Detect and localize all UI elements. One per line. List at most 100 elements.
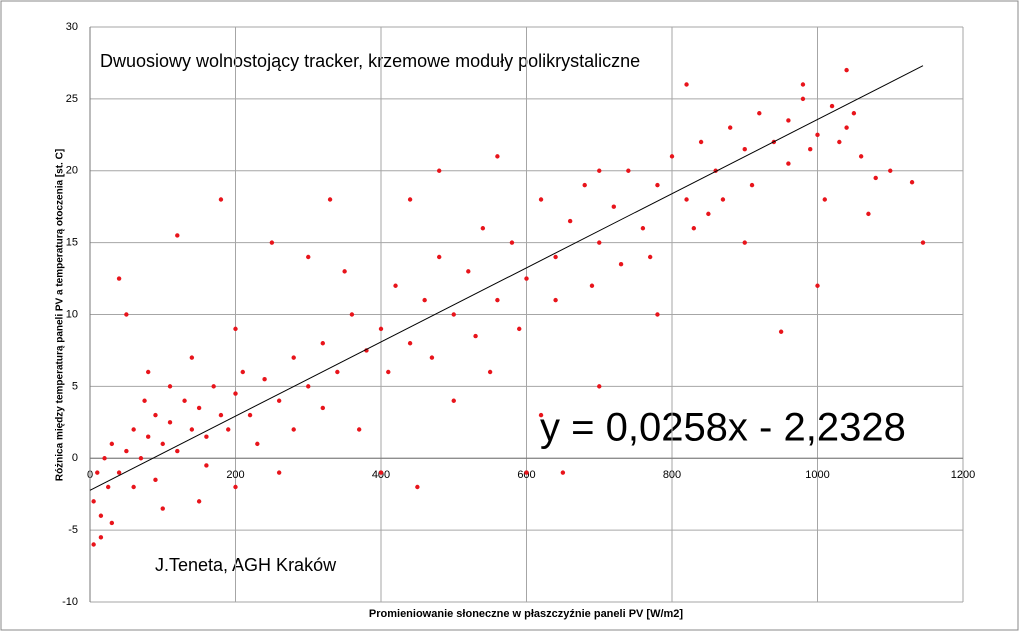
- point: [153, 412, 158, 418]
- point: [647, 254, 653, 260]
- point: [560, 470, 566, 475]
- trendline: [89, 65, 924, 491]
- point: [786, 118, 791, 123]
- point: [204, 434, 209, 439]
- point: [844, 125, 849, 130]
- point: [684, 82, 689, 87]
- point: [873, 175, 878, 181]
- point: [218, 412, 224, 418]
- point: [749, 182, 755, 188]
- x-tick-label: 1000: [805, 469, 829, 481]
- y-tick-label: 0: [72, 452, 78, 464]
- point: [800, 96, 806, 102]
- point: [684, 197, 689, 202]
- point: [858, 154, 864, 159]
- point: [742, 146, 747, 152]
- y-tick-label: 5: [72, 380, 78, 392]
- y-tick-label: -10: [62, 596, 78, 608]
- point: [393, 283, 398, 288]
- point: [626, 168, 631, 173]
- point: [742, 240, 747, 245]
- point: [105, 484, 111, 490]
- x-tick-label: 1200: [951, 469, 975, 481]
- point: [109, 441, 115, 447]
- point: [597, 168, 602, 173]
- point: [509, 240, 515, 245]
- point: [91, 542, 96, 547]
- x-tick-label: 200: [226, 469, 244, 481]
- point: [109, 520, 115, 526]
- point: [655, 182, 660, 188]
- point: [167, 384, 173, 389]
- point: [778, 329, 784, 334]
- point: [808, 146, 813, 152]
- point: [124, 448, 129, 454]
- point: [553, 254, 558, 260]
- point: [415, 484, 420, 490]
- point: [116, 470, 122, 475]
- point: [407, 341, 413, 346]
- point: [538, 197, 544, 202]
- point: [335, 369, 340, 375]
- point: [480, 226, 486, 231]
- point: [669, 154, 675, 159]
- point: [851, 111, 857, 116]
- point: [422, 297, 427, 303]
- y-axis-label: Różnica między temperaturą paneli PV a t…: [55, 149, 66, 481]
- point: [786, 161, 791, 166]
- point: [698, 139, 704, 145]
- point: [691, 226, 697, 231]
- point: [196, 405, 202, 411]
- point: [269, 240, 275, 245]
- point: [356, 427, 362, 432]
- point: [196, 499, 202, 504]
- point: [116, 276, 122, 281]
- point: [487, 369, 493, 375]
- point: [233, 326, 238, 332]
- point: [218, 197, 224, 202]
- point: [706, 211, 711, 217]
- point: [553, 297, 558, 303]
- point: [800, 82, 806, 87]
- point: [815, 132, 820, 138]
- point: [204, 463, 209, 468]
- point: [247, 412, 253, 418]
- point: [131, 484, 136, 490]
- point: [451, 398, 456, 403]
- point: [567, 218, 573, 224]
- point: [182, 398, 187, 403]
- point: [306, 384, 311, 389]
- point: [495, 154, 500, 159]
- point: [582, 182, 587, 188]
- point: [167, 420, 173, 425]
- point: [138, 456, 144, 461]
- point: [211, 384, 216, 389]
- point: [306, 254, 311, 260]
- point: [407, 197, 413, 202]
- y-tick-label: 15: [66, 237, 78, 249]
- y-tick-label: 10: [66, 308, 78, 320]
- point: [429, 355, 435, 360]
- point: [349, 312, 355, 317]
- x-tick-label: 600: [517, 469, 535, 481]
- point: [146, 369, 151, 375]
- point: [618, 261, 624, 267]
- point: [233, 391, 238, 396]
- point: [720, 197, 726, 202]
- point: [189, 427, 195, 432]
- point: [822, 197, 827, 202]
- point: [378, 326, 384, 332]
- point: [160, 441, 165, 447]
- point: [517, 326, 522, 332]
- point: [909, 180, 915, 185]
- point: [262, 376, 267, 382]
- point: [95, 470, 100, 475]
- point: [866, 211, 871, 217]
- point: [91, 499, 96, 504]
- x-tick-label: 800: [663, 469, 681, 481]
- annotation: J.Teneta, AGH Kraków: [155, 555, 337, 575]
- point: [320, 405, 325, 411]
- point: [175, 233, 180, 238]
